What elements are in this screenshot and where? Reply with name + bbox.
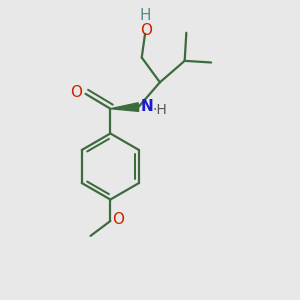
Text: H: H <box>140 8 152 23</box>
Text: O: O <box>112 212 124 227</box>
Text: O: O <box>140 23 152 38</box>
Polygon shape <box>110 103 139 111</box>
Text: N: N <box>140 99 153 114</box>
Text: ·H: ·H <box>152 103 167 117</box>
Text: O: O <box>70 85 82 100</box>
